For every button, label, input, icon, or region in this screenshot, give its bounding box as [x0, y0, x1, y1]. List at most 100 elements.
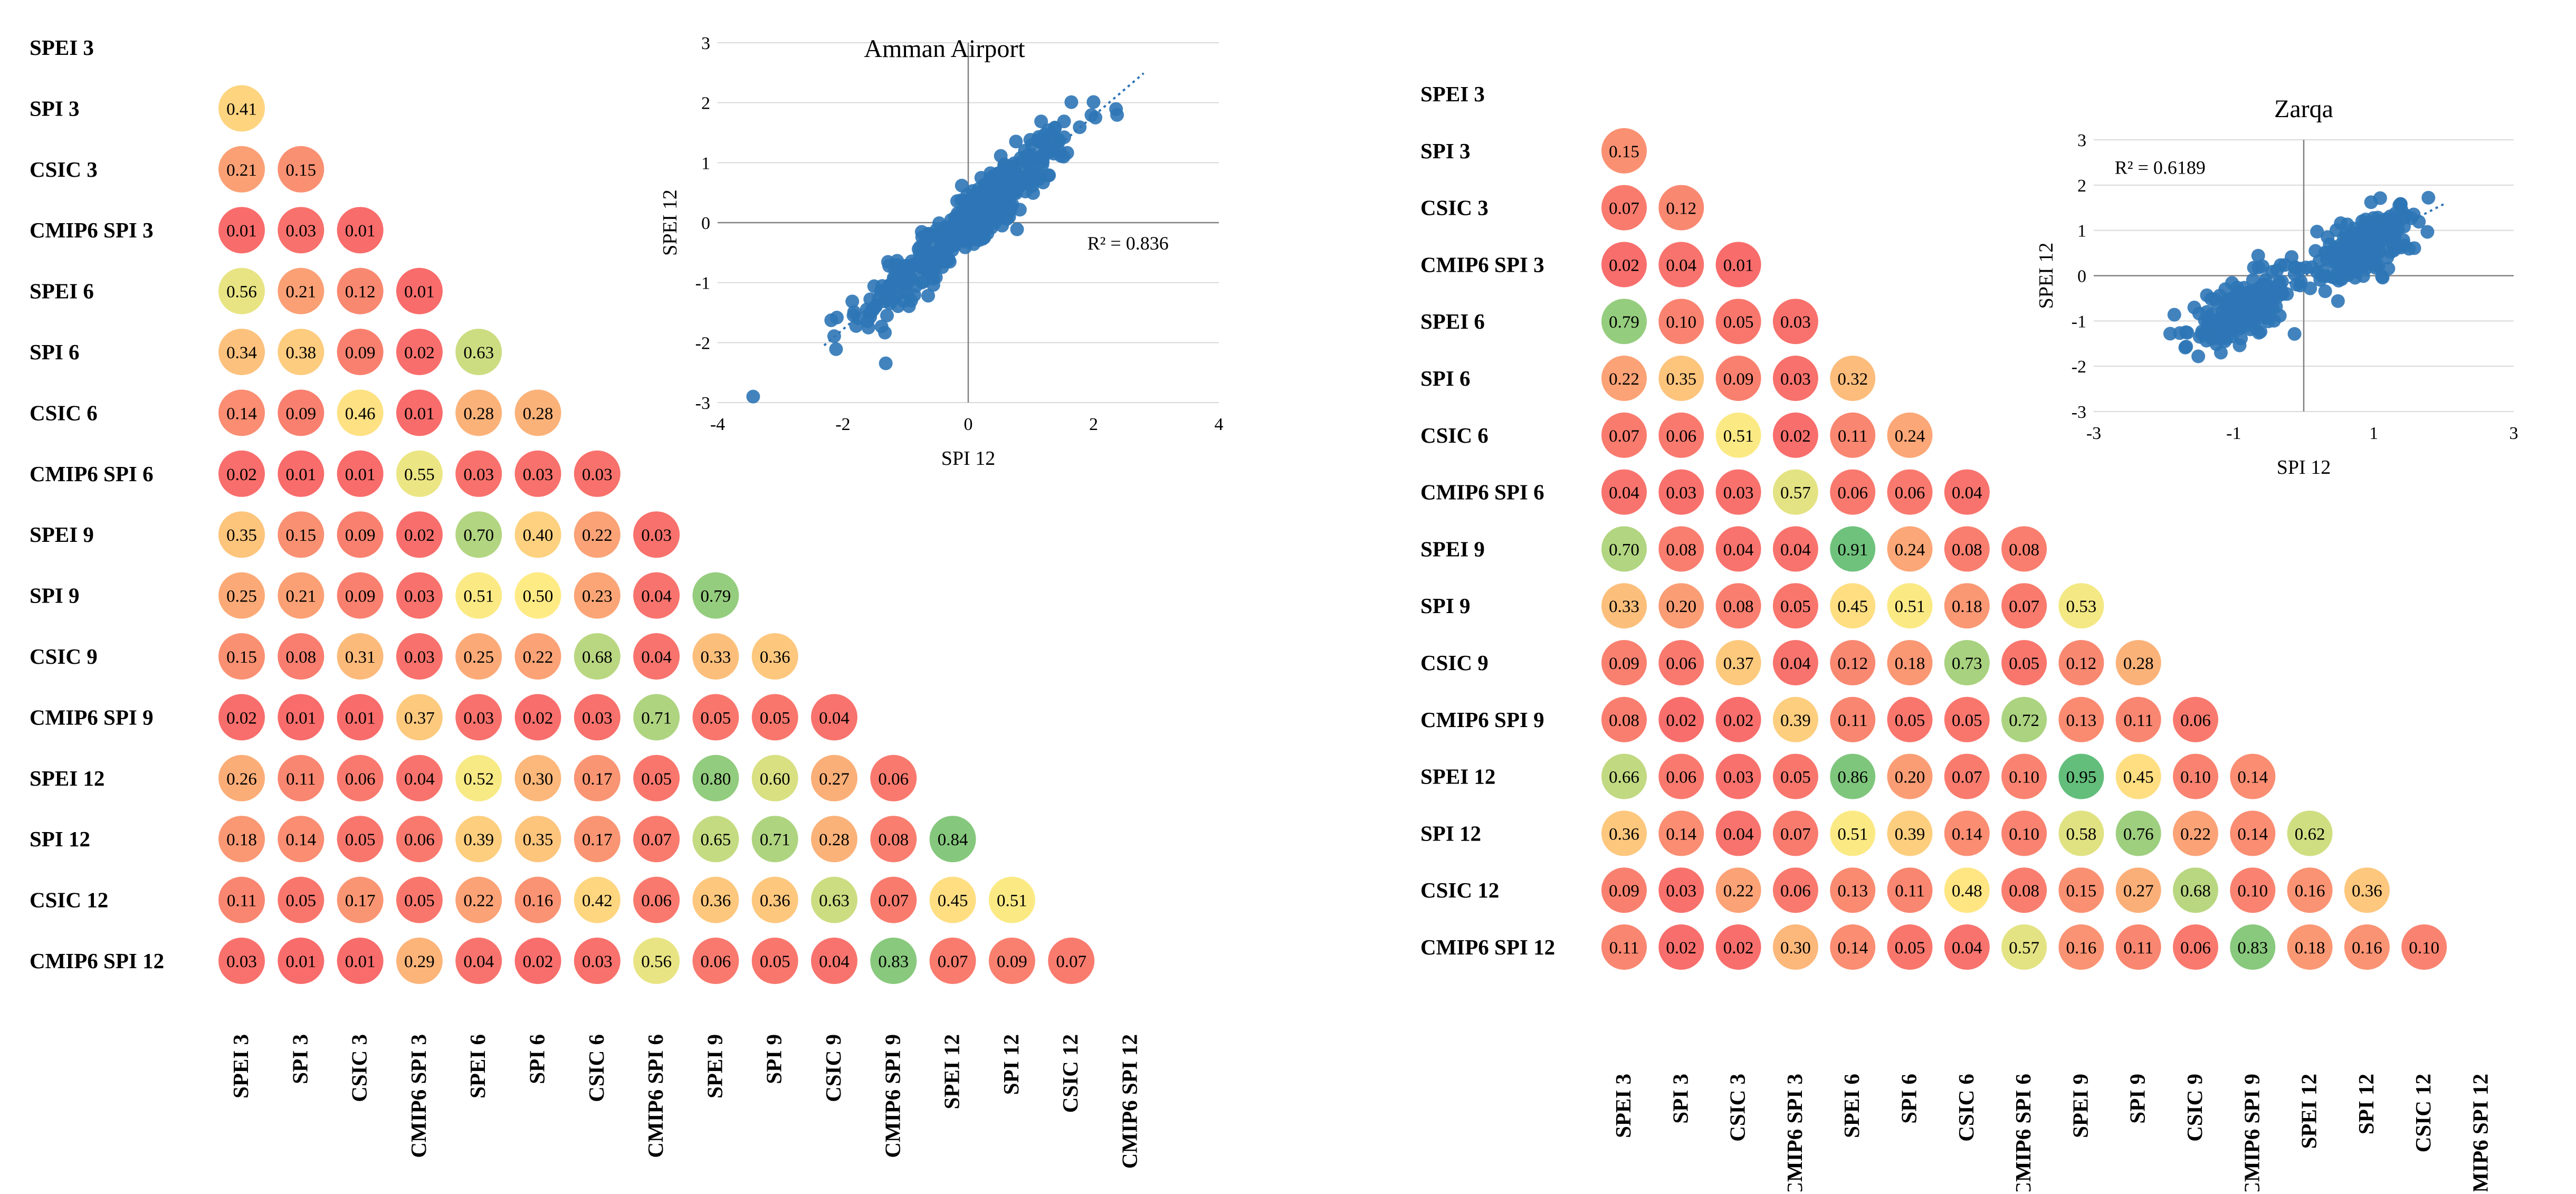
correlation-value: 0.72	[2009, 711, 2039, 730]
correlation-cell	[988, 938, 1035, 984]
correlation-value: 0.24	[1895, 427, 1925, 446]
correlation-value: 0.83	[2237, 939, 2268, 958]
correlation-value: 0.06	[345, 770, 376, 789]
correlation-value: 0.22	[582, 526, 613, 545]
correlation-value: 0.16	[523, 892, 554, 911]
correlation-cell	[2001, 867, 2047, 913]
correlation-cell	[2115, 696, 2161, 742]
scatter-point	[1034, 114, 1048, 129]
correlation-value: 0.06	[1666, 768, 1696, 787]
correlation-cell	[337, 572, 384, 619]
scatter-point	[2187, 300, 2201, 314]
correlation-cell	[2401, 924, 2447, 970]
column-label: SPI 3	[288, 1034, 312, 1084]
correlation-value: 0.51	[1895, 597, 1925, 616]
correlation-cell	[1772, 924, 1818, 970]
column-label: CMIP6 SPI 9	[2239, 1074, 2264, 1191]
scatter-point	[2381, 261, 2396, 275]
correlation-value: 0.01	[345, 952, 376, 971]
correlation-value: 0.08	[1723, 597, 1754, 616]
correlation-value: 0.13	[1837, 882, 1868, 901]
correlation-cell	[337, 938, 384, 984]
scatter-point	[1086, 95, 1101, 109]
correlation-value: 0.73	[1952, 654, 1982, 673]
correlation-value: 0.03	[285, 222, 316, 241]
scatter-trendline	[2198, 203, 2445, 330]
correlation-cell	[574, 450, 621, 497]
correlation-value: 0.24	[1895, 540, 1925, 559]
scatter-point	[2339, 227, 2353, 242]
correlation-cell	[1658, 867, 1704, 913]
correlation-value: 0.09	[1609, 654, 1639, 673]
column-label: SPI 6	[1897, 1074, 1921, 1124]
correlation-cell	[455, 633, 502, 680]
scatter-x-tick: 0	[964, 415, 973, 434]
column-label: SPI 3	[1668, 1074, 1692, 1124]
correlation-value: 0.17	[345, 892, 376, 911]
correlation-cell	[2001, 810, 2047, 856]
correlation-cell	[2173, 696, 2218, 742]
correlation-cell	[1715, 242, 1761, 288]
scatter-point	[2330, 259, 2344, 273]
correlation-cell	[1887, 924, 1933, 970]
correlation-value: 0.45	[938, 892, 968, 911]
correlation-cell	[1887, 753, 1933, 799]
correlation-value: 0.11	[2123, 939, 2153, 958]
scatter-point	[2214, 346, 2228, 360]
correlation-cell	[2001, 583, 2047, 629]
correlation-value: 0.05	[701, 709, 731, 728]
scatter-y-tick: -3	[695, 394, 710, 413]
row-label: SPI 6	[30, 340, 80, 364]
correlation-value: 0.05	[2009, 654, 2039, 673]
correlation-cell	[396, 389, 443, 436]
row-label: CSIC 3	[30, 157, 98, 182]
scatter-point	[1110, 108, 1124, 122]
correlation-cell	[1772, 583, 1818, 629]
correlation-value: 0.15	[2066, 882, 2097, 901]
column-label: SPEI 9	[702, 1034, 727, 1099]
correlation-cell	[1944, 526, 1990, 572]
row-label: CSIC 6	[1420, 423, 1489, 447]
correlation-cell	[1887, 469, 1933, 515]
correlation-cell	[692, 754, 739, 801]
correlation-cell	[2230, 924, 2276, 970]
scatter-point	[2228, 289, 2243, 303]
correlation-value: 0.14	[226, 404, 257, 423]
correlation-value: 0.03	[1723, 484, 1754, 503]
correlation-cell	[2287, 867, 2333, 913]
correlation-value: 0.68	[2180, 882, 2211, 901]
correlation-cell	[574, 816, 621, 863]
scatter-y-tick: 0	[2077, 267, 2086, 286]
correlation-cell	[1048, 938, 1095, 984]
correlation-value: 0.11	[1838, 427, 1868, 446]
correlation-cell	[1601, 356, 1647, 401]
scatter-x-tick: -3	[2086, 424, 2101, 443]
scatter-point	[2389, 206, 2403, 221]
row-label: CMIP6 SPI 6	[30, 462, 154, 486]
correlation-value: 0.08	[1666, 540, 1696, 559]
correlation-value: 0.20	[1895, 768, 1925, 787]
scatter-x-tick: 2	[1089, 415, 1098, 434]
correlation-cell	[396, 938, 443, 984]
row-label: CMIP6 SPI 12	[1420, 935, 1555, 959]
correlation-value: 0.16	[2066, 939, 2097, 958]
scatter-point	[1035, 157, 1050, 171]
correlation-value: 0.14	[1666, 825, 1696, 844]
correlation-value: 0.03	[582, 709, 613, 728]
correlation-value: 0.03	[1666, 484, 1696, 503]
column-label: SPI 9	[2125, 1074, 2150, 1124]
scatter-point	[1057, 114, 1071, 129]
correlation-cell	[278, 450, 325, 497]
correlation-cell	[1887, 810, 1933, 856]
correlation-cell	[929, 816, 976, 863]
correlation-cell	[1715, 867, 1761, 913]
correlation-value: 0.40	[523, 526, 554, 545]
correlation-cell	[811, 754, 857, 801]
column-label: CMIP6 SPI 6	[643, 1034, 667, 1158]
correlation-value: 0.08	[2009, 882, 2039, 901]
correlation-cell	[1601, 412, 1647, 458]
correlation-value: 0.02	[523, 952, 554, 971]
correlation-cell	[1772, 753, 1818, 799]
correlation-value: 0.35	[523, 830, 554, 849]
correlation-value: 0.02	[404, 343, 435, 362]
